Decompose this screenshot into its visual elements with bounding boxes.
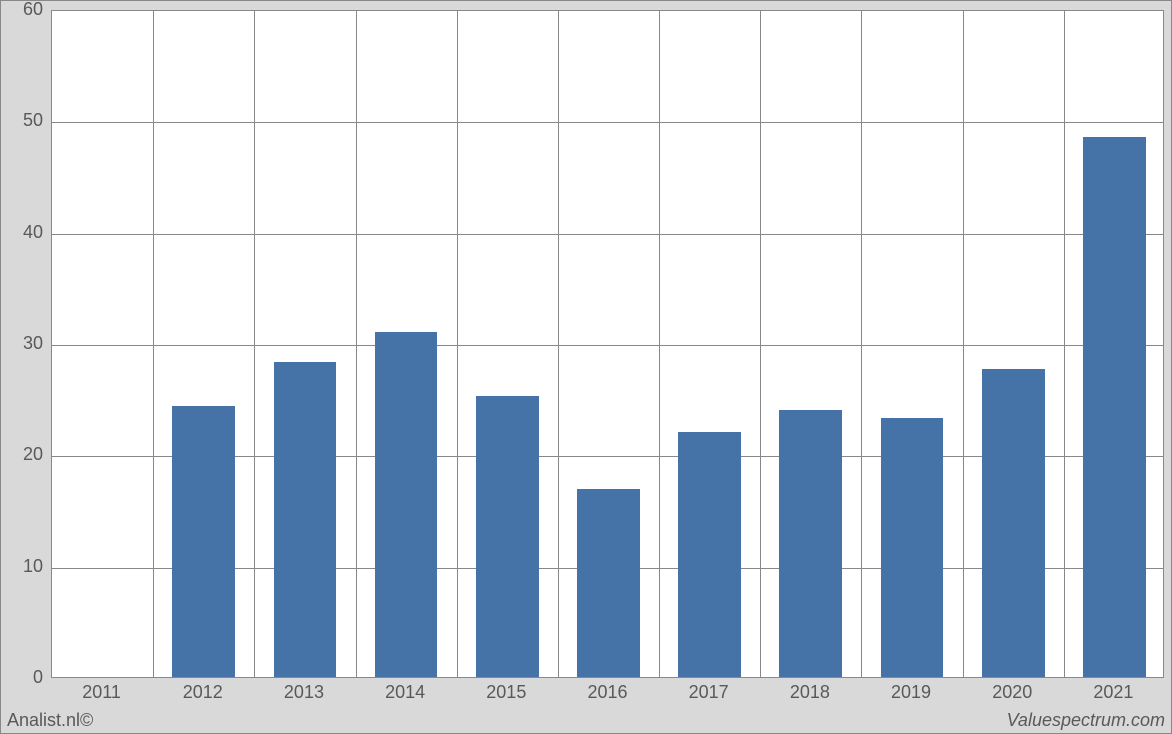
x-tick-label: 2014 (355, 682, 456, 703)
x-tick-label: 2021 (1063, 682, 1164, 703)
bar-2012 (172, 406, 235, 677)
plot-area (51, 10, 1164, 678)
gridline-vertical (254, 11, 255, 677)
gridline-vertical (861, 11, 862, 677)
gridline-vertical (1064, 11, 1065, 677)
gridline-vertical (963, 11, 964, 677)
gridline-horizontal (52, 234, 1163, 235)
gridline-vertical (558, 11, 559, 677)
gridline-vertical (760, 11, 761, 677)
gridline-vertical (659, 11, 660, 677)
y-tick-label: 0 (1, 667, 43, 688)
x-tick-label: 2020 (962, 682, 1063, 703)
y-tick-label: 40 (1, 222, 43, 243)
gridline-vertical (153, 11, 154, 677)
bar-2021 (1083, 137, 1146, 677)
y-tick-label: 30 (1, 333, 43, 354)
gridline-horizontal (52, 345, 1163, 346)
bar-2014 (375, 332, 438, 677)
x-tick-label: 2015 (456, 682, 557, 703)
x-tick-label: 2013 (253, 682, 354, 703)
x-tick-label: 2012 (152, 682, 253, 703)
y-tick-label: 20 (1, 444, 43, 465)
bar-2015 (476, 396, 539, 677)
bar-2018 (779, 410, 842, 677)
x-tick-label: 2011 (51, 682, 152, 703)
bar-2020 (982, 369, 1045, 677)
x-tick-label: 2016 (557, 682, 658, 703)
bar-2013 (274, 362, 337, 677)
chart-panel: 0102030405060 20112012201320142015201620… (0, 0, 1172, 734)
gridline-horizontal (52, 122, 1163, 123)
x-tick-label: 2017 (658, 682, 759, 703)
footer-right-credit: Valuespectrum.com (1007, 710, 1165, 731)
x-tick-label: 2018 (759, 682, 860, 703)
bar-2019 (881, 418, 944, 677)
gridline-vertical (457, 11, 458, 677)
bar-2016 (577, 489, 640, 677)
footer-left-credit: Analist.nl© (7, 710, 93, 731)
y-tick-label: 10 (1, 556, 43, 577)
bar-2017 (678, 432, 741, 677)
y-tick-label: 50 (1, 110, 43, 131)
y-tick-label: 60 (1, 0, 43, 20)
gridline-vertical (356, 11, 357, 677)
x-tick-label: 2019 (860, 682, 961, 703)
